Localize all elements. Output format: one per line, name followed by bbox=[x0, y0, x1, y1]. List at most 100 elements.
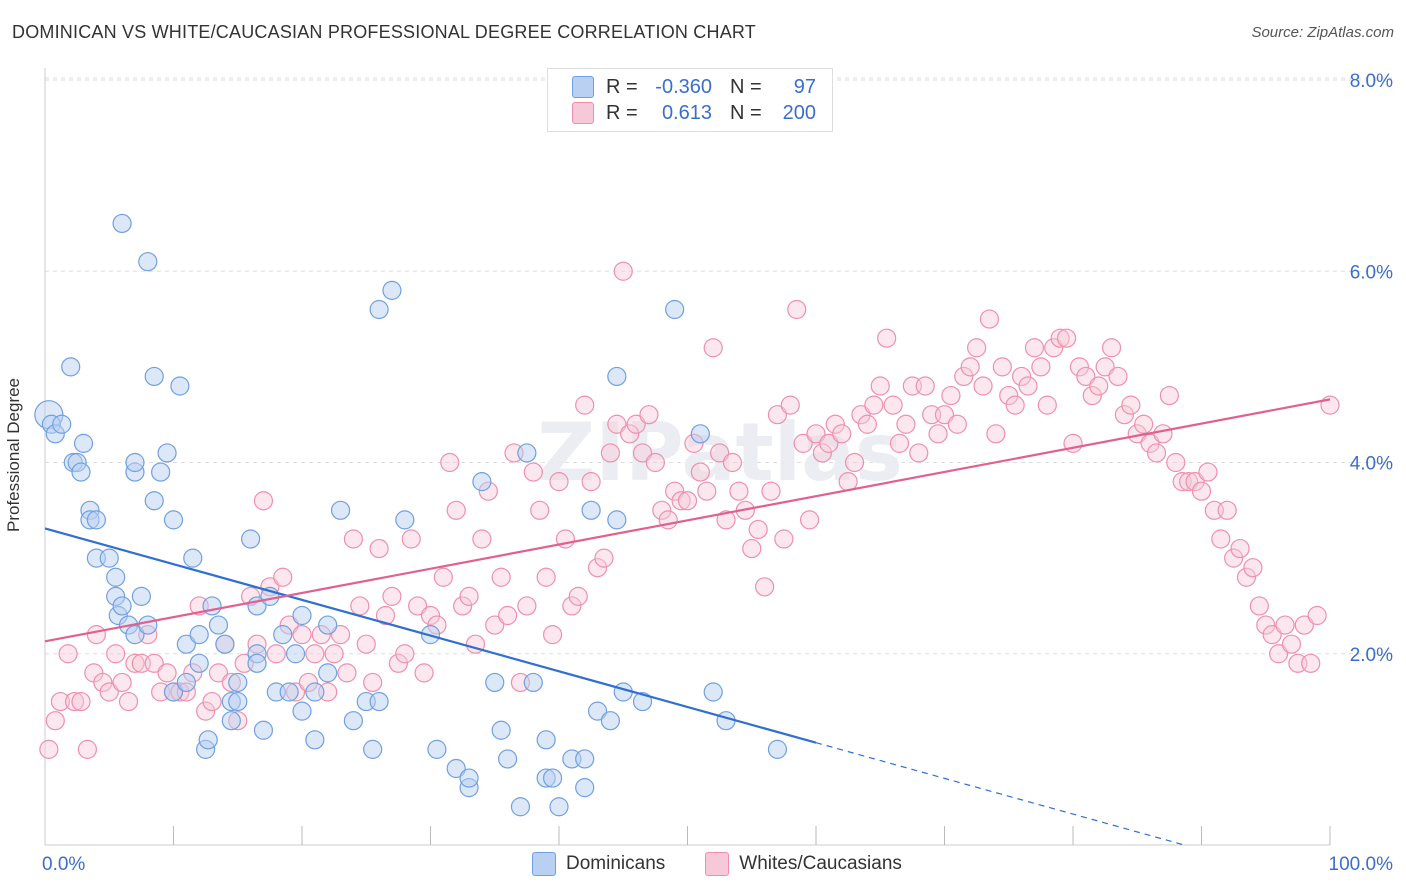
data-point-whites bbox=[947, 414, 967, 434]
data-point-whites bbox=[960, 357, 980, 377]
legend-n-label: N = bbox=[730, 75, 762, 98]
data-point-whites bbox=[1307, 605, 1327, 626]
data-point-dominicans bbox=[363, 739, 383, 759]
data-point-whites bbox=[1217, 500, 1237, 520]
data-point-whites bbox=[1037, 395, 1057, 415]
data-point-whites bbox=[639, 405, 659, 425]
data-point-whites bbox=[812, 443, 833, 463]
data-point-whites bbox=[1101, 338, 1122, 358]
data-point-dominicans bbox=[716, 711, 736, 731]
data-point-dominicans bbox=[228, 691, 248, 712]
data-point-dominicans bbox=[52, 414, 72, 434]
data-point-dominicans bbox=[163, 682, 184, 702]
data-point-dominicans bbox=[542, 768, 563, 788]
data-point-dominicans bbox=[581, 500, 601, 520]
data-point-dominicans bbox=[767, 739, 788, 759]
data-point-whites bbox=[575, 395, 595, 415]
data-point-whites bbox=[1230, 538, 1250, 559]
data-point-whites bbox=[388, 653, 408, 673]
data-point-whites bbox=[118, 691, 139, 712]
data-point-dominicans bbox=[215, 634, 235, 654]
data-point-whites bbox=[536, 567, 556, 587]
data-point-dominicans bbox=[292, 605, 312, 626]
bottom-legend-dominicans[interactable]: Dominicans bbox=[532, 852, 665, 876]
data-point-whites bbox=[446, 500, 466, 520]
data-point-whites bbox=[523, 462, 543, 482]
source-label: Source: ZipAtlas.com bbox=[1251, 24, 1394, 41]
data-point-dominicans bbox=[318, 615, 338, 635]
data-point-whites bbox=[517, 596, 537, 616]
data-point-dominicans bbox=[395, 510, 415, 530]
data-point-whites bbox=[909, 443, 929, 463]
bottom-legend-whites[interactable]: Whites/Caucasians bbox=[705, 852, 902, 876]
data-point-dominicans bbox=[208, 615, 229, 635]
data-point-dominicans bbox=[279, 682, 299, 702]
data-point-whites bbox=[1024, 338, 1045, 358]
data-point-whites bbox=[459, 586, 479, 606]
data-point-whites bbox=[1320, 395, 1340, 415]
data-point-whites bbox=[992, 357, 1012, 377]
data-point-whites bbox=[697, 481, 717, 501]
data-point-dominicans bbox=[202, 596, 222, 616]
data-point-whites bbox=[1056, 328, 1077, 348]
data-point-whites bbox=[363, 672, 383, 693]
data-point-whites bbox=[440, 452, 460, 473]
data-point-whites bbox=[562, 596, 582, 616]
data-point-whites bbox=[45, 711, 65, 731]
data-point-dominicans bbox=[221, 711, 241, 731]
data-point-dominicans bbox=[318, 663, 338, 683]
data-point-whites bbox=[498, 605, 518, 626]
data-point-whites bbox=[273, 567, 293, 587]
data-point-whites bbox=[819, 433, 839, 453]
data-point-whites bbox=[337, 663, 357, 683]
data-point-whites bbox=[973, 376, 993, 396]
data-point-dominicans bbox=[125, 452, 145, 473]
data-point-whites bbox=[710, 443, 730, 463]
series-dominicans-points bbox=[34, 213, 788, 817]
data-point-dominicans bbox=[369, 299, 389, 320]
gridlines bbox=[45, 77, 1392, 655]
data-point-whites bbox=[453, 596, 473, 616]
data-point-dominicans bbox=[198, 730, 218, 750]
data-point-dominicans bbox=[607, 510, 627, 530]
data-point-whites bbox=[1089, 376, 1109, 396]
watermark: ZIPatlas bbox=[537, 406, 903, 499]
data-point-whites bbox=[112, 672, 132, 693]
data-point-whites bbox=[1134, 414, 1154, 434]
data-point-dominicans bbox=[575, 749, 595, 769]
x-tick-label: 100.0% bbox=[1329, 854, 1394, 875]
data-point-whites bbox=[928, 424, 948, 444]
data-point-whites bbox=[39, 739, 59, 759]
data-point-dominicans bbox=[99, 548, 119, 568]
data-point-whites bbox=[967, 338, 987, 358]
data-point-whites bbox=[645, 452, 665, 473]
trend-lines bbox=[44, 398, 1331, 846]
data-point-dominicans bbox=[138, 615, 158, 635]
legend-row-dominicans: R = -0.360 N = 97 bbox=[572, 75, 816, 99]
data-point-dominicans bbox=[549, 797, 569, 817]
data-point-dominicans bbox=[703, 682, 723, 702]
chart-title: DOMINICAN VS WHITE/CAUCASIAN PROFESSIONA… bbox=[12, 22, 756, 42]
data-point-whites bbox=[999, 385, 1019, 406]
data-point-whites bbox=[857, 414, 878, 434]
data-point-dominicans bbox=[61, 357, 81, 377]
y-tick-label: 4.0% bbox=[1350, 454, 1393, 475]
data-point-whites bbox=[832, 424, 852, 444]
bottom-legend-swatch-dominicans bbox=[532, 852, 556, 876]
data-point-dominicans bbox=[106, 567, 126, 587]
data-point-dominicans bbox=[607, 366, 627, 387]
data-point-whites bbox=[408, 596, 428, 616]
data-point-dominicans bbox=[253, 720, 274, 740]
data-point-whites bbox=[1166, 452, 1186, 473]
trend-line-dominicans-extension bbox=[815, 742, 1185, 846]
data-point-whites bbox=[825, 414, 845, 434]
data-point-dominicans bbox=[144, 491, 164, 511]
data-point-dominicans bbox=[369, 691, 389, 712]
data-point-dominicans bbox=[125, 625, 145, 645]
data-point-dominicans bbox=[382, 280, 402, 300]
data-point-whites bbox=[77, 739, 98, 759]
data-point-whites bbox=[401, 529, 421, 549]
data-point-whites bbox=[954, 366, 974, 387]
data-point-dominicans bbox=[510, 797, 531, 817]
